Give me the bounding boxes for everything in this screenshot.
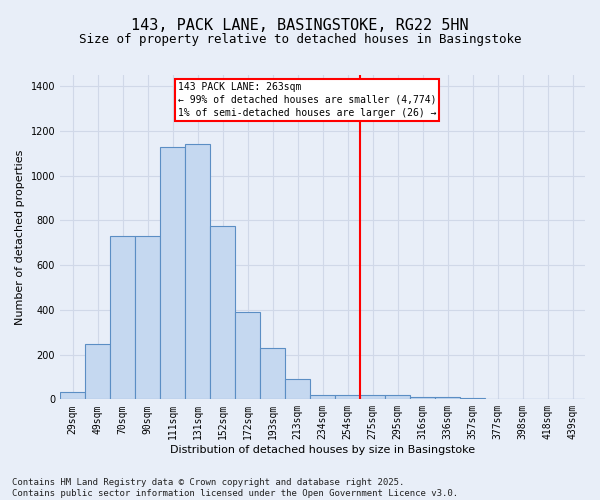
Bar <box>235 312 260 400</box>
Y-axis label: Number of detached properties: Number of detached properties <box>15 150 25 325</box>
Bar <box>260 348 285 400</box>
Text: 143 PACK LANE: 263sqm
← 99% of detached houses are smaller (4,774)
1% of semi-de: 143 PACK LANE: 263sqm ← 99% of detached … <box>178 82 436 118</box>
Bar <box>410 397 435 400</box>
Bar <box>335 395 360 400</box>
Bar <box>60 392 85 400</box>
Bar <box>185 144 210 400</box>
Bar <box>110 236 135 400</box>
Bar <box>85 344 110 400</box>
Bar <box>360 395 385 400</box>
Text: Contains HM Land Registry data © Crown copyright and database right 2025.
Contai: Contains HM Land Registry data © Crown c… <box>12 478 458 498</box>
Text: 143, PACK LANE, BASINGSTOKE, RG22 5HN: 143, PACK LANE, BASINGSTOKE, RG22 5HN <box>131 18 469 32</box>
Bar <box>385 395 410 400</box>
Bar <box>210 226 235 400</box>
Bar <box>285 379 310 400</box>
Bar <box>460 398 485 400</box>
Bar <box>160 146 185 400</box>
Bar <box>435 397 460 400</box>
Bar <box>310 395 335 400</box>
Text: Size of property relative to detached houses in Basingstoke: Size of property relative to detached ho… <box>79 32 521 46</box>
Bar <box>135 236 160 400</box>
X-axis label: Distribution of detached houses by size in Basingstoke: Distribution of detached houses by size … <box>170 445 475 455</box>
